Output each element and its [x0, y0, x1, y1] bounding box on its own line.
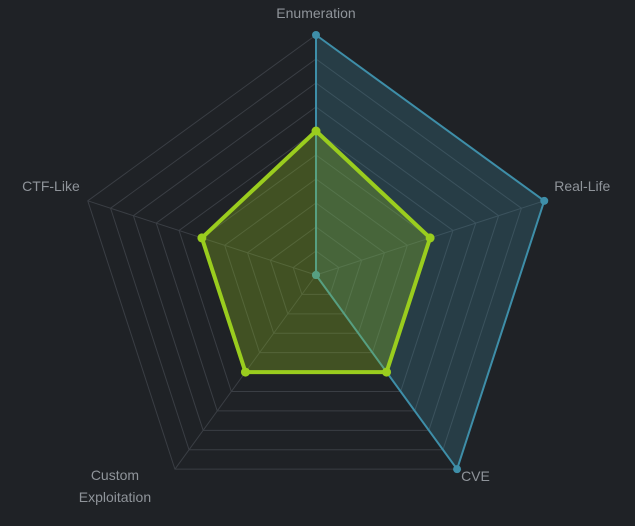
grid-ring-2: [269, 226, 363, 315]
series-1-point-3: [240, 367, 250, 377]
series-0-point-0: [312, 31, 320, 39]
axis-label-ctf-like: CTF-Like: [22, 178, 80, 194]
radar-series-layer: [197, 31, 549, 474]
grid-ring-1: [292, 250, 340, 295]
series-0-point-2: [453, 465, 462, 474]
series-1-point-1: [425, 233, 435, 243]
grid-ring-7: [155, 106, 477, 412]
series-1-point-0: [311, 126, 321, 136]
axis-label-real-life: Real-Life: [554, 178, 610, 194]
axis-label-custom-exploitation: Custom Exploitation: [79, 467, 151, 505]
grid-ring-9: [109, 58, 523, 451]
series-0-point-4: [312, 271, 320, 279]
series-1-point-4: [197, 233, 207, 243]
grid-ring-6: [178, 130, 454, 392]
series-0: [312, 31, 549, 474]
axis-label-enumeration: Enumeration: [276, 5, 355, 21]
series-1: [197, 126, 435, 377]
axis-labels: Enumeration Real-Life CVE Custom Exploitatio…: [22, 5, 610, 505]
grid-ring-8: [132, 82, 500, 431]
series-1-area: [199, 129, 433, 375]
axis-label-cve: CVE: [461, 468, 490, 484]
grid-ring-4: [224, 178, 408, 354]
grid-ring-3: [246, 202, 386, 334]
series-0-point-1: [540, 196, 549, 205]
series-1-point-2: [382, 367, 392, 377]
